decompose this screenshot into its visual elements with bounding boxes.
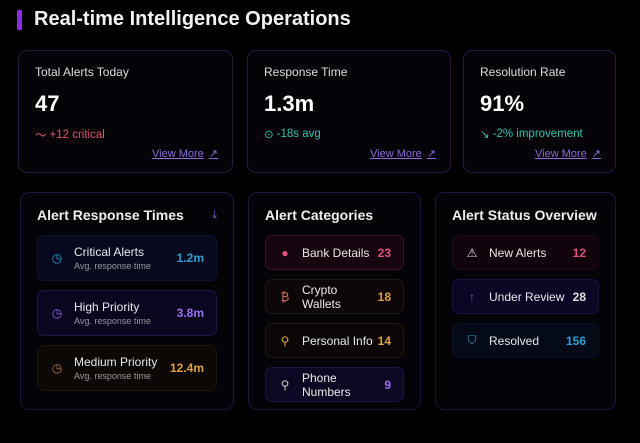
page-title: Real-time Intelligence Operations (34, 8, 351, 30)
stat-value: 47 (35, 91, 60, 116)
response-row-critical[interactable]: ◷ Critical Alerts Avg. response time 1.2m (37, 235, 217, 281)
row-value: 14 (377, 333, 391, 348)
status-panel: Alert Status Overview ⚠ New Alerts 12 ↑ … (435, 192, 616, 410)
view-more-link[interactable]: View More ↗ (152, 147, 218, 161)
user-icon: ⚲ (280, 377, 290, 392)
row-value: 3.8m (176, 306, 204, 320)
row-name: Resolved (489, 333, 540, 348)
user-icon: ⚲ (280, 333, 290, 348)
view-more-label: View More (535, 147, 587, 160)
download-icon[interactable]: ⤓ (212, 209, 217, 221)
external-link-icon: ↗ (208, 148, 218, 160)
row-sub: Avg. response time (74, 371, 151, 381)
category-crypto-wallets[interactable]: ₿ Crypto Wallets 18 (265, 279, 404, 314)
clock-icon: ◷ (51, 361, 63, 375)
view-more-link[interactable]: View More ↗ (370, 147, 436, 161)
categories-panel: Alert Categories ● Bank Details 23 ₿ Cry… (248, 192, 421, 410)
stat-value: 91% (480, 91, 525, 116)
panel-title: Alert Status Overview (452, 207, 597, 223)
row-value: 1.2m (176, 251, 204, 265)
trend-down-icon: ↘ (480, 129, 490, 141)
row-name: Phone Numbers (302, 370, 351, 399)
row-value: 12 (572, 245, 586, 260)
panel-title: Alert Categories (265, 207, 374, 223)
stat-change: -2% improvement (492, 128, 583, 140)
row-sub: Avg. response time (74, 316, 151, 326)
check-circle-icon: ⊙ (264, 129, 274, 141)
stat-change: -18s avg (276, 128, 321, 140)
stat-label: Total Alerts Today (35, 65, 129, 79)
status-under-review[interactable]: ↑ Under Review 28 (452, 279, 599, 314)
stat-change: +12 critical (49, 129, 105, 141)
arrow-up-icon: ↑ (469, 289, 475, 304)
warning-icon: ⚠ (466, 245, 478, 260)
external-link-icon: ↗ (591, 148, 601, 160)
status-resolved[interactable]: ⛉ Resolved 156 (452, 323, 599, 358)
view-more-link[interactable]: View More ↗ (535, 147, 601, 161)
row-name: Under Review (489, 289, 565, 304)
row-value: 18 (377, 289, 391, 304)
view-more-label: View More (152, 147, 204, 160)
row-value: 12.4m (169, 361, 204, 375)
clock-icon: ◷ (51, 306, 63, 320)
row-name: Bank Details (302, 245, 370, 260)
crypto-icon: ₿ (280, 289, 290, 304)
row-name: Critical Alerts (74, 245, 145, 259)
page-header: Real-time Intelligence Operations (17, 8, 351, 31)
stat-label: Resolution Rate (480, 65, 566, 79)
stat-card-resolution-rate: Resolution Rate 91% ↘ -2% improvement Vie… (463, 50, 616, 173)
shield-icon: ⛉ (467, 333, 477, 347)
category-bank-details[interactable]: ● Bank Details 23 (265, 235, 404, 270)
category-personal-info[interactable]: ⚲ Personal Info 14 (265, 323, 404, 358)
row-name: High Priority (74, 300, 140, 314)
view-more-label: View More (370, 147, 422, 160)
accent-bar (17, 9, 22, 30)
row-value: 28 (572, 289, 586, 304)
bank-icon: ● (281, 245, 289, 260)
response-row-high[interactable]: ◷ High Priority Avg. response time 3.8m (37, 290, 217, 336)
stat-label: Response Time (264, 65, 348, 79)
row-value: 156 (565, 333, 586, 348)
external-link-icon: ↗ (426, 148, 436, 160)
stat-card-response-time: Response Time 1.3m ⊙ -18s avg View More ↗ (247, 50, 451, 173)
status-new-alerts[interactable]: ⚠ New Alerts 12 (452, 235, 599, 270)
row-sub: Avg. response time (74, 261, 151, 271)
response-row-medium[interactable]: ◷ Medium Priority Avg. response time 12.4… (37, 345, 217, 391)
row-name: Medium Priority (74, 355, 158, 369)
stat-value: 1.3m (264, 91, 315, 116)
row-value: 9 (384, 377, 391, 392)
stat-card-total-alerts: Total Alerts Today 47 〜 +12 critical View… (18, 50, 233, 173)
row-name: Crypto Wallets (302, 282, 341, 311)
response-times-panel: Alert Response Times ⤓ ◷ Critical Alerts… (20, 192, 234, 410)
row-name: Personal Info (302, 333, 373, 348)
panel-title: Alert Response Times (37, 207, 184, 223)
clock-icon: ◷ (51, 251, 63, 265)
row-value: 23 (377, 245, 391, 260)
trend-up-icon: 〜 (35, 130, 47, 142)
row-name: New Alerts (489, 245, 547, 260)
category-phone-numbers[interactable]: ⚲ Phone Numbers 9 (265, 367, 404, 402)
